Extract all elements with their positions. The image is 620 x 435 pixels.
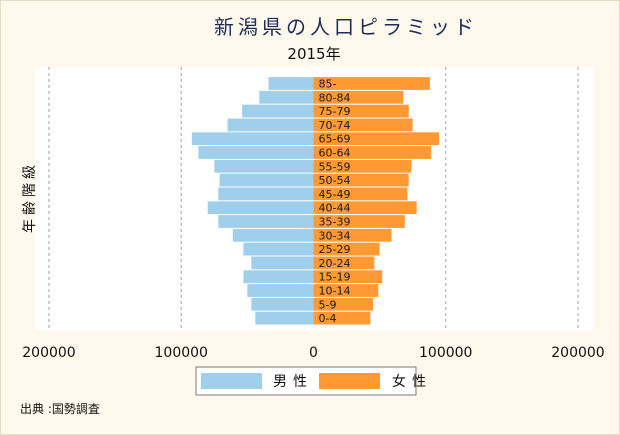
bar-male-40-44	[207, 201, 314, 215]
bar-female-10-14	[313, 284, 379, 297]
bar-female-60-64	[313, 146, 432, 159]
age-group-label: 5-9	[319, 298, 337, 311]
age-group-label: 80-84	[319, 91, 351, 104]
age-group-label: 15-19	[319, 271, 351, 284]
legend-label-male: 男性	[273, 374, 313, 390]
age-labels: 0-45-910-1415-1920-2425-2930-3435-3940-4…	[319, 78, 351, 326]
bar-male-35-39	[218, 215, 314, 228]
source-note: 出典 :国勢調査	[20, 401, 100, 416]
chart-title: 新潟県の人口ピラミッド	[214, 15, 478, 39]
bar-male-25-29	[243, 242, 314, 256]
bar-male-85-	[268, 77, 314, 90]
bar-female-5-9	[313, 297, 374, 311]
age-group-label: 0-4	[319, 312, 337, 325]
bar-male-70-74	[227, 118, 314, 132]
age-group-label: 20-24	[319, 257, 351, 270]
bar-female-0-4	[313, 311, 371, 325]
x-tick-label: 100000	[419, 345, 472, 361]
bar-male-60-64	[198, 146, 314, 159]
age-group-label: 30-34	[319, 229, 351, 242]
bar-male-30-34	[232, 228, 314, 242]
age-group-label: 45-49	[319, 188, 351, 201]
age-group-label: 60-64	[319, 147, 351, 160]
age-group-label: 70-74	[319, 119, 351, 132]
bar-female-85-	[313, 77, 430, 90]
gridlines	[48, 67, 579, 330]
bar-female-30-34	[313, 228, 392, 242]
bar-female-40-44	[313, 201, 417, 215]
legend: 男性 女性	[195, 366, 432, 396]
bar-female-55-59	[313, 159, 412, 173]
x-tick-label: 200000	[22, 345, 75, 361]
bar-female-35-39	[313, 215, 405, 228]
bar-male-50-54	[219, 173, 314, 187]
legend-label-female: 女性	[392, 373, 432, 390]
x-tick-label: 0	[309, 345, 318, 361]
female-bars	[313, 77, 440, 325]
bar-female-45-49	[313, 187, 408, 201]
bar-male-5-9	[251, 297, 314, 311]
age-group-label: 55-59	[319, 160, 351, 173]
bar-female-80-84	[313, 90, 404, 104]
bar-female-20-24	[313, 256, 375, 270]
age-group-label: 65-69	[319, 133, 351, 146]
bar-male-0-4	[255, 311, 314, 325]
age-group-label: 25-29	[319, 243, 351, 256]
x-tick-label: 100000	[155, 345, 208, 361]
male-bars	[191, 77, 314, 325]
bar-female-25-29	[313, 242, 380, 256]
y-axis-label: 年齢階級	[22, 161, 38, 233]
bar-female-50-54	[313, 173, 409, 187]
legend-swatch-male	[201, 373, 262, 389]
bar-male-45-49	[218, 187, 314, 201]
bar-female-70-74	[313, 118, 413, 132]
bar-female-65-69	[313, 132, 440, 146]
bar-male-80-84	[259, 90, 314, 104]
age-group-label: 35-39	[319, 216, 351, 229]
age-group-label: 85-	[319, 78, 337, 91]
legend-swatch-female	[319, 373, 380, 389]
bar-male-10-14	[247, 284, 314, 297]
age-group-label: 75-79	[319, 105, 351, 118]
bar-female-75-79	[313, 104, 409, 118]
bar-male-15-19	[243, 270, 314, 284]
age-group-label: 40-44	[319, 202, 351, 215]
bar-male-20-24	[251, 256, 314, 270]
age-group-label: 10-14	[319, 285, 351, 298]
chart-subtitle: 2015年	[287, 45, 340, 63]
bar-male-65-69	[191, 132, 314, 146]
bar-female-15-19	[313, 270, 383, 284]
x-axis-tick-labels: 200000 100000 0 100000 200000	[22, 345, 604, 361]
bar-male-55-59	[214, 159, 314, 173]
age-group-label: 50-54	[319, 174, 351, 187]
x-tick-label: 200000	[551, 345, 604, 361]
bar-male-75-79	[242, 104, 314, 118]
